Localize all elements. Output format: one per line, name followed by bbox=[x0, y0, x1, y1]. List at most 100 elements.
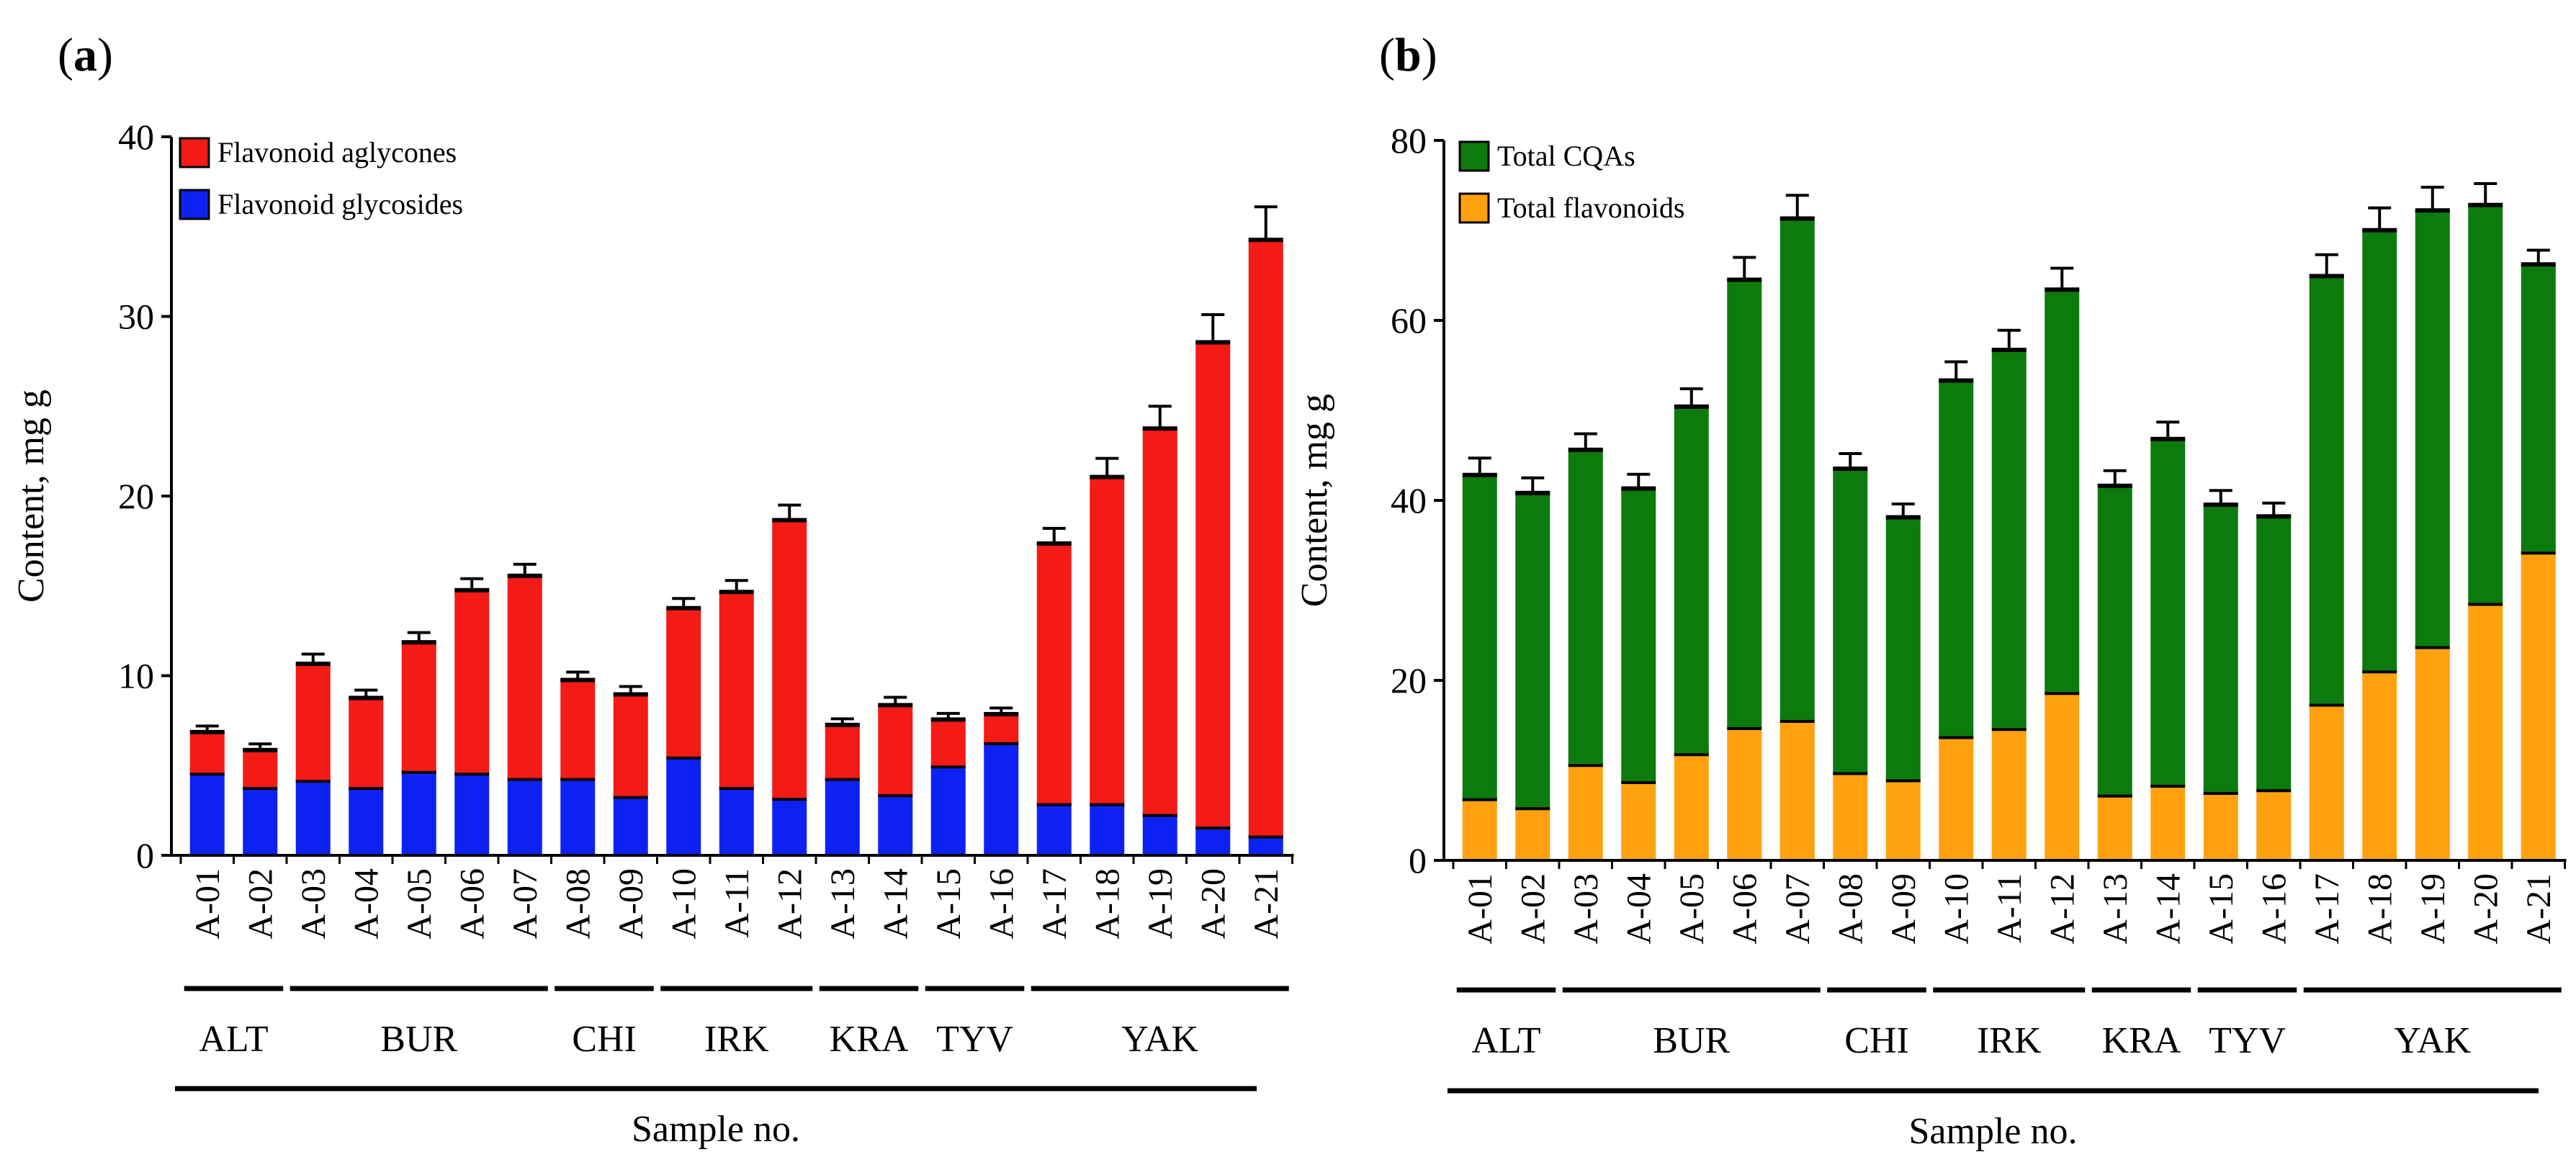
bar-total-cqas bbox=[2309, 275, 2344, 704]
bar-segment-cap bbox=[1991, 726, 2027, 731]
bar-segment-cap bbox=[2415, 208, 2450, 213]
bar-segment-cap bbox=[349, 785, 384, 791]
x-axis-label: Sample no. bbox=[1909, 1111, 2078, 1152]
bar-total-flavonoids bbox=[2045, 692, 2080, 860]
bar-total-cqas bbox=[1462, 474, 1497, 798]
bar-total-cqas bbox=[2097, 485, 2132, 795]
group-label-irk: IRK bbox=[704, 1019, 769, 1060]
bar-flavonoid-glycosides bbox=[454, 773, 490, 855]
y-tick-label: 0 bbox=[1409, 840, 1427, 881]
bar-total-cqas bbox=[2203, 504, 2238, 792]
bar-flavonoid-aglycones bbox=[878, 704, 913, 795]
bar-segment-cap bbox=[1727, 726, 1762, 730]
y-tick-label: 60 bbox=[1391, 300, 1427, 341]
bar-total-cqas bbox=[1885, 516, 1921, 780]
bar-total-cqas bbox=[2362, 229, 2397, 671]
x-tick-label: A-15 bbox=[930, 868, 968, 940]
bar-segment-cap bbox=[1780, 216, 1815, 221]
x-tick-label: A-05 bbox=[1673, 873, 1711, 945]
bar-segment-cap bbox=[1248, 238, 1283, 243]
bar-total-cqas bbox=[2468, 204, 2503, 603]
bar-segment-cap bbox=[1621, 486, 1656, 491]
x-tick-label: A-10 bbox=[665, 868, 703, 940]
bar-segment-cap bbox=[2362, 228, 2397, 233]
bar-total-cqas bbox=[1727, 279, 1762, 727]
x-tick-label: A-04 bbox=[1620, 873, 1658, 945]
bar-total-flavonoids bbox=[2521, 552, 2556, 860]
bar-segment-cap bbox=[2045, 690, 2080, 695]
bar-segment-cap bbox=[1515, 490, 1550, 495]
bar-segment-cap bbox=[2521, 262, 2556, 267]
group-label-kra: KRA bbox=[830, 1019, 909, 1060]
y-axis-label: Content, mg g bbox=[11, 390, 52, 603]
bar-flavonoid-glycosides bbox=[930, 765, 966, 855]
bar-flavonoid-glycosides bbox=[825, 778, 860, 855]
bar-flavonoid-aglycones bbox=[666, 607, 701, 757]
panel-letter: (b) bbox=[1379, 29, 1437, 81]
x-tick-label: A-20 bbox=[1194, 868, 1232, 940]
bar-segment-cap bbox=[507, 573, 542, 578]
bar-flavonoid-aglycones bbox=[1036, 542, 1072, 803]
bar-segment-cap bbox=[1462, 472, 1497, 477]
bar-segment-cap bbox=[2468, 202, 2503, 207]
x-tick-label: A-07 bbox=[1779, 873, 1817, 945]
bar-flavonoid-aglycones bbox=[295, 663, 331, 780]
bar-segment-cap bbox=[1885, 778, 1921, 783]
legend-entry: Flavonoid aglycones bbox=[217, 136, 457, 168]
x-tick-label: A-09 bbox=[1885, 873, 1923, 945]
x-tick-label: A-02 bbox=[241, 868, 279, 940]
group-label-alt: ALT bbox=[199, 1019, 268, 1060]
group-label-tyv: TYV bbox=[936, 1019, 1013, 1060]
y-tick-label: 80 bbox=[1391, 120, 1427, 161]
legend-swatch bbox=[1458, 140, 1490, 172]
bar-segment-cap bbox=[401, 769, 436, 774]
x-tick-label: A-01 bbox=[189, 868, 227, 940]
bar-flavonoid-aglycones bbox=[613, 693, 648, 796]
bar-flavonoid-glycosides bbox=[1248, 835, 1283, 855]
x-tick-label: A-21 bbox=[2520, 873, 2558, 945]
bar-flavonoid-aglycones bbox=[454, 589, 490, 773]
bar-segment-cap bbox=[1195, 340, 1231, 345]
bar-total-flavonoids bbox=[2468, 603, 2503, 860]
bar-segment-cap bbox=[454, 771, 490, 776]
x-tick-label: A-10 bbox=[1937, 873, 1975, 945]
bar-flavonoid-glycosides bbox=[349, 787, 384, 855]
bar-total-flavonoids bbox=[1780, 720, 1815, 860]
bar-segment-cap bbox=[930, 717, 966, 722]
bar-segment-cap bbox=[772, 518, 807, 523]
x-tick-label: A-21 bbox=[1247, 868, 1285, 940]
bar-segment-cap bbox=[1727, 277, 1762, 282]
legend-entry: Flavonoid glycosides bbox=[217, 188, 463, 220]
bar-segment-cap bbox=[295, 662, 331, 667]
y-axis-label: Content, mg g bbox=[1294, 394, 1335, 607]
group-label-tyv: TYV bbox=[2209, 1020, 2286, 1061]
bar-total-cqas bbox=[2256, 516, 2292, 790]
bar-segment-cap bbox=[2468, 601, 2503, 606]
bar-flavonoid-aglycones bbox=[825, 724, 860, 778]
bar-total-cqas bbox=[2150, 438, 2186, 785]
x-tick-label: A-17 bbox=[2308, 873, 2346, 945]
bar-segment-cap bbox=[2045, 287, 2080, 292]
x-tick-label: A-11 bbox=[718, 868, 756, 938]
bar-flavonoid-aglycones bbox=[243, 749, 278, 788]
bar-segment-cap bbox=[454, 588, 490, 593]
x-tick-label: A-11 bbox=[1991, 873, 2029, 943]
bar-segment-cap bbox=[2203, 791, 2238, 795]
bar-segment-cap bbox=[349, 695, 384, 701]
bar-total-cqas bbox=[1939, 379, 1974, 737]
bar-flavonoid-glycosides bbox=[507, 778, 542, 855]
bar-total-flavonoids bbox=[2256, 789, 2292, 860]
x-tick-label: A-09 bbox=[612, 868, 650, 940]
bar-segment-cap bbox=[401, 640, 436, 645]
x-tick-label: A-06 bbox=[1725, 873, 1764, 945]
group-label-kra: KRA bbox=[2102, 1020, 2181, 1061]
group-label-yak: YAK bbox=[1121, 1019, 1198, 1060]
bar-segment-cap bbox=[1090, 801, 1125, 806]
bar-segment-cap bbox=[1833, 770, 1868, 775]
bar-total-flavonoids bbox=[1833, 772, 1868, 860]
bar-segment-cap bbox=[984, 740, 1019, 745]
bar-total-flavonoids bbox=[1727, 727, 1762, 860]
x-tick-label: A-05 bbox=[400, 868, 439, 940]
bar-total-flavonoids bbox=[1939, 736, 1974, 860]
